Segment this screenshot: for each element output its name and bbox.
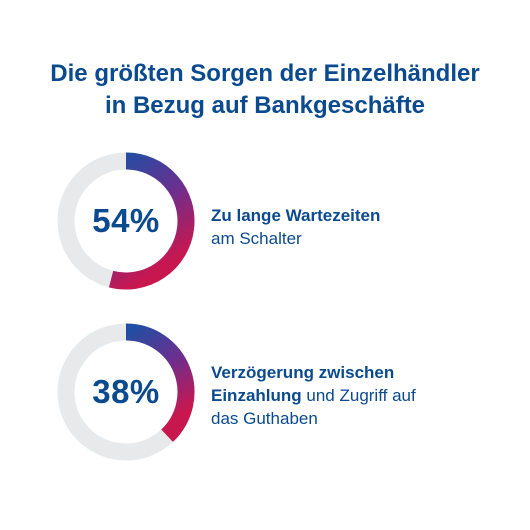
label-line: Verzögerung zwischen — [211, 361, 416, 384]
label-line: Einzahlung und Zugriff auf — [211, 384, 416, 407]
label-regular-text: am Schalter — [211, 229, 302, 248]
label-regular-text: das Guthaben — [211, 409, 318, 428]
chart-title: Die größten Sorgen der Einzelhändler in … — [0, 58, 530, 122]
donut-chart-waiting-times: 54% — [55, 150, 197, 292]
label-bold-text: Verzögerung zwischen — [211, 363, 395, 382]
donut-value-label: 54% — [92, 202, 160, 239]
label-line: das Guthaben — [211, 407, 416, 430]
label-line: am Schalter — [211, 227, 380, 250]
donut-value-label: 38% — [92, 373, 160, 410]
donut-chart-svg — [57, 152, 195, 290]
chart-title-line-1: Die größten Sorgen der Einzelhändler — [50, 60, 480, 87]
label-line: Zu lange Wartezeiten — [211, 204, 380, 227]
donut-label-deposit-delay: Verzögerung zwischen Einzahlung und Zugr… — [211, 361, 416, 430]
chart-title-line-2: in Bezug auf Bankgeschäfte — [104, 92, 426, 119]
donut-chart-svg — [57, 323, 195, 461]
label-bold-text: Zu lange Wartezeiten — [211, 206, 381, 225]
label-regular-text: und Zugriff auf — [301, 386, 416, 405]
label-bold-text: Einzahlung — [211, 386, 302, 405]
donut-chart-deposit-delay: 38% — [55, 321, 197, 463]
donut-value-arc — [108, 152, 195, 290]
donut-label-waiting-times: Zu lange Wartezeiten am Schalter — [211, 204, 380, 250]
donut-value-arc — [125, 323, 195, 442]
